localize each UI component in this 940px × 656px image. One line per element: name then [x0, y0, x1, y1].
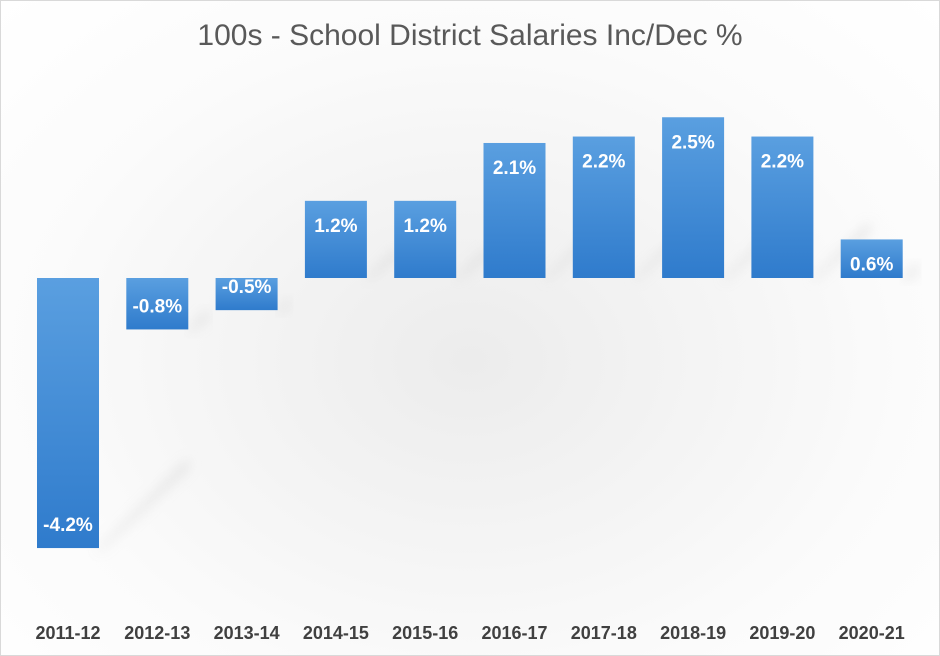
- data-label-2013-14: -0.5%: [222, 277, 272, 298]
- data-label-2011-12: -4.2%: [43, 515, 93, 536]
- category-label-2011-12: 2011-12: [35, 623, 100, 643]
- data-label-2017-18: 2.2%: [582, 152, 625, 173]
- category-label-2018-19: 2018-19: [660, 623, 726, 643]
- bar-2016-17: [483, 142, 546, 278]
- data-label-2015-16: 1.2%: [404, 216, 447, 237]
- data-label-2019-20: 2.2%: [761, 152, 804, 173]
- category-label-2017-18: 2017-18: [571, 623, 637, 643]
- bar-2020-21: [840, 239, 903, 278]
- bar-shadow: [99, 458, 189, 553]
- data-label-2014-15: 1.2%: [314, 216, 357, 237]
- data-label-2018-19: 2.5%: [671, 132, 714, 153]
- data-label-2020-21: 0.6%: [850, 254, 893, 275]
- bar-shadow: [277, 297, 291, 315]
- bar-2019-20: [751, 136, 814, 278]
- bar-2018-19: [662, 117, 725, 278]
- bar-2017-18: [572, 136, 635, 278]
- bar-2011-12: [37, 278, 99, 549]
- bar-shadow: [366, 247, 398, 282]
- bar-2015-16: [394, 200, 457, 278]
- bar-2013-14: [215, 278, 278, 311]
- bar-shadow: [188, 308, 209, 334]
- category-label-2014-15: 2014-15: [303, 623, 369, 643]
- data-label-2012-13: -0.8%: [132, 296, 182, 317]
- data-label-2016-17: 2.1%: [493, 158, 536, 179]
- bar-shadow: [456, 247, 488, 282]
- category-label-2020-21: 2020-21: [839, 623, 905, 643]
- category-label-2012-13: 2012-13: [124, 623, 190, 643]
- category-label-2016-17: 2016-17: [481, 623, 547, 643]
- category-label-2019-20: 2019-20: [749, 623, 815, 643]
- chart-title: 100s - School District Salaries Inc/Dec …: [197, 19, 743, 52]
- bar-shadow: [902, 262, 919, 282]
- bar-2012-13: [126, 278, 189, 330]
- category-label-2013-14: 2013-14: [214, 623, 280, 643]
- bar-2014-15: [304, 200, 367, 278]
- category-label-2015-16: 2015-16: [392, 623, 458, 643]
